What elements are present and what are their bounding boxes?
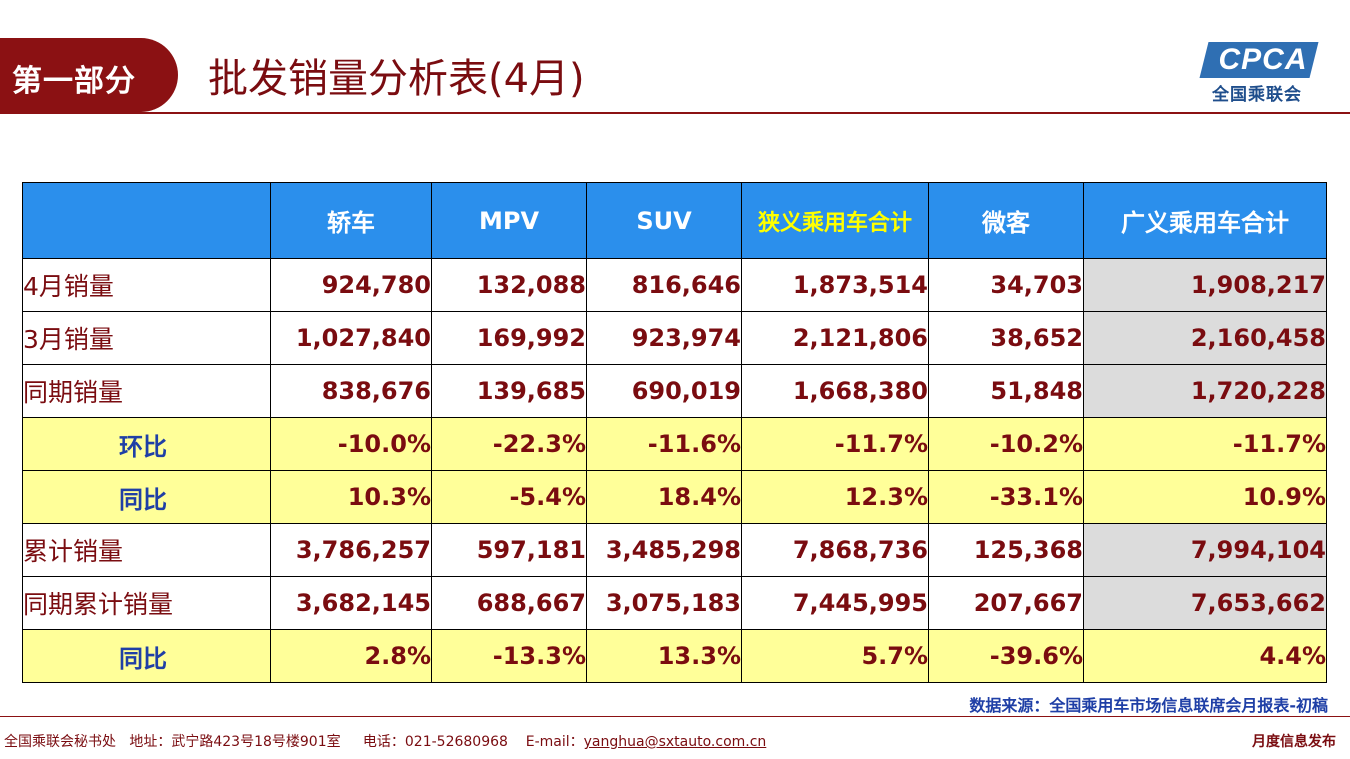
table-cell: 838,676 bbox=[270, 364, 432, 418]
table-row: 4月销量 924,780 132,088 816,646 1,873,514 34,703… bbox=[22, 258, 1327, 312]
table-cell: 4.4% bbox=[1083, 629, 1327, 683]
table-cell: -10.0% bbox=[270, 417, 432, 471]
table-cell: 5.7% bbox=[741, 629, 929, 683]
table-row: 累计销量 3,786,257 597,181 3,485,298 7,868,736 12… bbox=[22, 523, 1327, 577]
table-cell: 1,027,840 bbox=[270, 311, 432, 365]
footer-email-label: E-mail： bbox=[525, 734, 584, 750]
row-label: 环比 bbox=[22, 417, 271, 471]
footer-org: 全国乘联会秘书处 bbox=[4, 734, 116, 750]
table-cell: 597,181 bbox=[431, 523, 587, 577]
table-cell: -11.6% bbox=[586, 417, 742, 471]
table-row: 同比 10.3% -5.4% 18.4% 12.3% -33.1% 10.9% bbox=[22, 470, 1327, 524]
column-header-minivan: 微客 bbox=[928, 182, 1084, 259]
table-cell: 7,445,995 bbox=[741, 576, 929, 630]
table-cell: -5.4% bbox=[431, 470, 587, 524]
section-tab bbox=[0, 38, 178, 112]
row-label: 同比 bbox=[22, 629, 271, 683]
table-row: 环比 -10.0% -22.3% -11.6% -11.7% -10.2% -11.7% bbox=[22, 417, 1327, 471]
table-cell: 816,646 bbox=[586, 258, 742, 312]
table-cell: 924,780 bbox=[270, 258, 432, 312]
table-cell: 7,994,104 bbox=[1083, 523, 1327, 577]
table-cell: 10.9% bbox=[1083, 470, 1327, 524]
table-cell: -10.2% bbox=[928, 417, 1084, 471]
row-label: 同比 bbox=[22, 470, 271, 524]
row-label: 累计销量 bbox=[22, 523, 271, 577]
column-header-broad-total: 广义乘用车合计 bbox=[1083, 182, 1327, 259]
table-cell: 7,868,736 bbox=[741, 523, 929, 577]
table-cell: 18.4% bbox=[586, 470, 742, 524]
table-cell: 13.3% bbox=[586, 629, 742, 683]
footer-email-link[interactable]: yanghua@sxtauto.com.cn bbox=[583, 734, 767, 750]
table-cell: 38,652 bbox=[928, 311, 1084, 365]
table-row: 3月销量 1,027,840 169,992 923,974 2,121,806 38,6… bbox=[22, 311, 1327, 365]
footer-phone: 电话：021-52680968 bbox=[362, 734, 508, 750]
table-cell: 1,668,380 bbox=[741, 364, 929, 418]
section-label: 第一部分 bbox=[12, 64, 136, 99]
table-cell: 10.3% bbox=[270, 470, 432, 524]
logo-text: CPCA bbox=[1218, 43, 1308, 76]
table-cell: 3,075,183 bbox=[586, 576, 742, 630]
table-cell: -11.7% bbox=[1083, 417, 1327, 471]
column-header-narrow-total: 狭义乘用车合计 bbox=[741, 182, 929, 259]
table-cell: 7,653,662 bbox=[1083, 576, 1327, 630]
table-cell: 690,019 bbox=[586, 364, 742, 418]
sales-analysis-table: 轿车 MPV SUV 狭义乘用车合计 微客 广义乘用车合计 4月销量 924,78… bbox=[22, 182, 1327, 683]
table-cell: -22.3% bbox=[431, 417, 587, 471]
table-cell: 1,720,228 bbox=[1083, 364, 1327, 418]
table-cell: 169,992 bbox=[431, 311, 587, 365]
table-cell: 688,667 bbox=[431, 576, 587, 630]
title-divider bbox=[0, 112, 1350, 114]
table-cell: 125,368 bbox=[928, 523, 1084, 577]
table-cell: 3,786,257 bbox=[270, 523, 432, 577]
table-cell: 207,667 bbox=[928, 576, 1084, 630]
cpca-logo: CPCA 全国乘联会 bbox=[1196, 40, 1319, 105]
table-cell: 34,703 bbox=[928, 258, 1084, 312]
table-cell: 51,848 bbox=[928, 364, 1084, 418]
data-source-note: 数据来源：全国乘用车市场信息联席会月报表-初稿 bbox=[969, 696, 1328, 715]
footer-divider bbox=[0, 716, 1350, 717]
table-cell: -11.7% bbox=[741, 417, 929, 471]
table-cell: 3,485,298 bbox=[586, 523, 742, 577]
column-header-sedan: 轿车 bbox=[270, 182, 432, 259]
page-title: 批发销量分析表(4月) bbox=[208, 56, 585, 102]
logo-subtitle: 全国乘联会 bbox=[1212, 85, 1302, 105]
column-header-mpv: MPV bbox=[431, 182, 587, 259]
table-cell: 3,682,145 bbox=[270, 576, 432, 630]
table-cell: 2.8% bbox=[270, 629, 432, 683]
table-cell: 12.3% bbox=[741, 470, 929, 524]
table-cell: 139,685 bbox=[431, 364, 587, 418]
table-cell: 1,908,217 bbox=[1083, 258, 1327, 312]
table-cell: 2,121,806 bbox=[741, 311, 929, 365]
table-cell: 2,160,458 bbox=[1083, 311, 1327, 365]
footer-address: 地址：武宁路423号18号楼901室 bbox=[129, 734, 341, 750]
row-label: 同期销量 bbox=[22, 364, 271, 418]
table-row: 同期销量 838,676 139,685 690,019 1,668,380 51,848… bbox=[22, 364, 1327, 418]
table-cell: -33.1% bbox=[928, 470, 1084, 524]
row-label: 同期累计销量 bbox=[22, 576, 271, 630]
table-cell: 1,873,514 bbox=[741, 258, 929, 312]
column-header-suv: SUV bbox=[586, 182, 742, 259]
footer-contact: 全国乘联会秘书处 地址：武宁路423号18号楼901室 电话：021-52680… bbox=[4, 731, 766, 751]
table-cell: 132,088 bbox=[431, 258, 587, 312]
table-cell: -13.3% bbox=[431, 629, 587, 683]
table-cell: -39.6% bbox=[928, 629, 1084, 683]
table-header-row: 轿车 MPV SUV 狭义乘用车合计 微客 广义乘用车合计 bbox=[22, 182, 1327, 259]
row-label: 3月销量 bbox=[22, 311, 271, 365]
table-row: 同比 2.8% -13.3% 13.3% 5.7% -39.6% 4.4% bbox=[22, 629, 1327, 683]
table-cell: 923,974 bbox=[586, 311, 742, 365]
footer-monthly-release: 月度信息发布 bbox=[1252, 734, 1336, 750]
table-row: 同期累计销量 3,682,145 688,667 3,075,183 7,445,995… bbox=[22, 576, 1327, 630]
row-label: 4月销量 bbox=[22, 258, 271, 312]
column-header-label bbox=[22, 182, 271, 259]
